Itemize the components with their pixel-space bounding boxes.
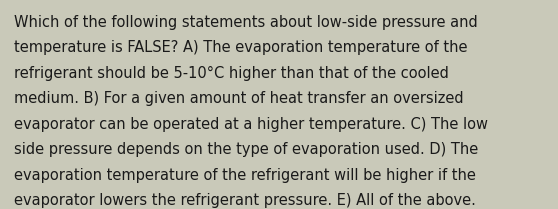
Text: Which of the following statements about low-side pressure and: Which of the following statements about … (14, 15, 478, 30)
Text: evaporator can be operated at a higher temperature. C) The low: evaporator can be operated at a higher t… (14, 117, 488, 132)
Text: side pressure depends on the type of evaporation used. D) The: side pressure depends on the type of eva… (14, 142, 478, 157)
Text: medium. B) For a given amount of heat transfer an oversized: medium. B) For a given amount of heat tr… (14, 91, 464, 106)
Text: evaporator lowers the refrigerant pressure. E) All of the above.: evaporator lowers the refrigerant pressu… (14, 193, 476, 208)
Text: refrigerant should be 5-10°C higher than that of the cooled: refrigerant should be 5-10°C higher than… (14, 66, 449, 81)
Text: evaporation temperature of the refrigerant will be higher if the: evaporation temperature of the refrigera… (14, 168, 476, 183)
Text: temperature is FALSE? A) The evaporation temperature of the: temperature is FALSE? A) The evaporation… (14, 40, 468, 55)
